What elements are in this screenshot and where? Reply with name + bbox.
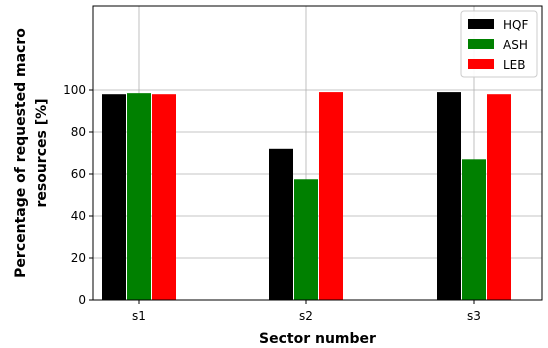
y-tick-label: 80 [71, 125, 86, 139]
x-tick-label: s2 [299, 309, 313, 323]
y-tick-label: 20 [71, 251, 86, 265]
bar-ash-s1 [127, 93, 151, 301]
y-tick-label: 40 [71, 209, 86, 223]
x-tick-label: s3 [467, 309, 481, 323]
y-tick-label: 0 [78, 293, 86, 307]
x-tick-label: s1 [132, 309, 146, 323]
bar-hqf-s1 [102, 94, 126, 300]
ticks-layer: s1 s2 s3 0 20 40 60 80 100 [63, 83, 481, 323]
legend-swatch-leb [468, 59, 494, 69]
legend-label-hqf: HQF [503, 18, 528, 32]
bar-hqf-s2 [269, 148, 293, 300]
legend: HQF ASH LEB [460, 10, 538, 78]
legend-label-ash: ASH [503, 38, 528, 52]
plot-frame [92, 5, 543, 301]
legend-swatch-ash [468, 39, 494, 49]
y-axis-title-line-2: resources [%] [34, 98, 50, 207]
bar-hqf-s3 [437, 92, 461, 300]
y-axis-title-line-1: Percentage of requested macro [13, 28, 29, 278]
bar-leb-s2 [319, 92, 343, 300]
legend-swatch-hqf [468, 19, 494, 29]
bar-ash-s2 [294, 179, 318, 300]
y-axis-title: Percentage of requested macro resources … [13, 28, 50, 278]
bars-layer [102, 92, 511, 301]
legend-label-leb: LEB [503, 58, 526, 72]
bar-ash-s3 [462, 159, 486, 300]
y-tick-label: 60 [71, 167, 86, 181]
bar-leb-s3 [487, 94, 511, 300]
bar-leb-s1 [152, 94, 176, 300]
x-axis-title: Sector number [259, 331, 376, 347]
y-tick-label: 100 [63, 83, 86, 97]
